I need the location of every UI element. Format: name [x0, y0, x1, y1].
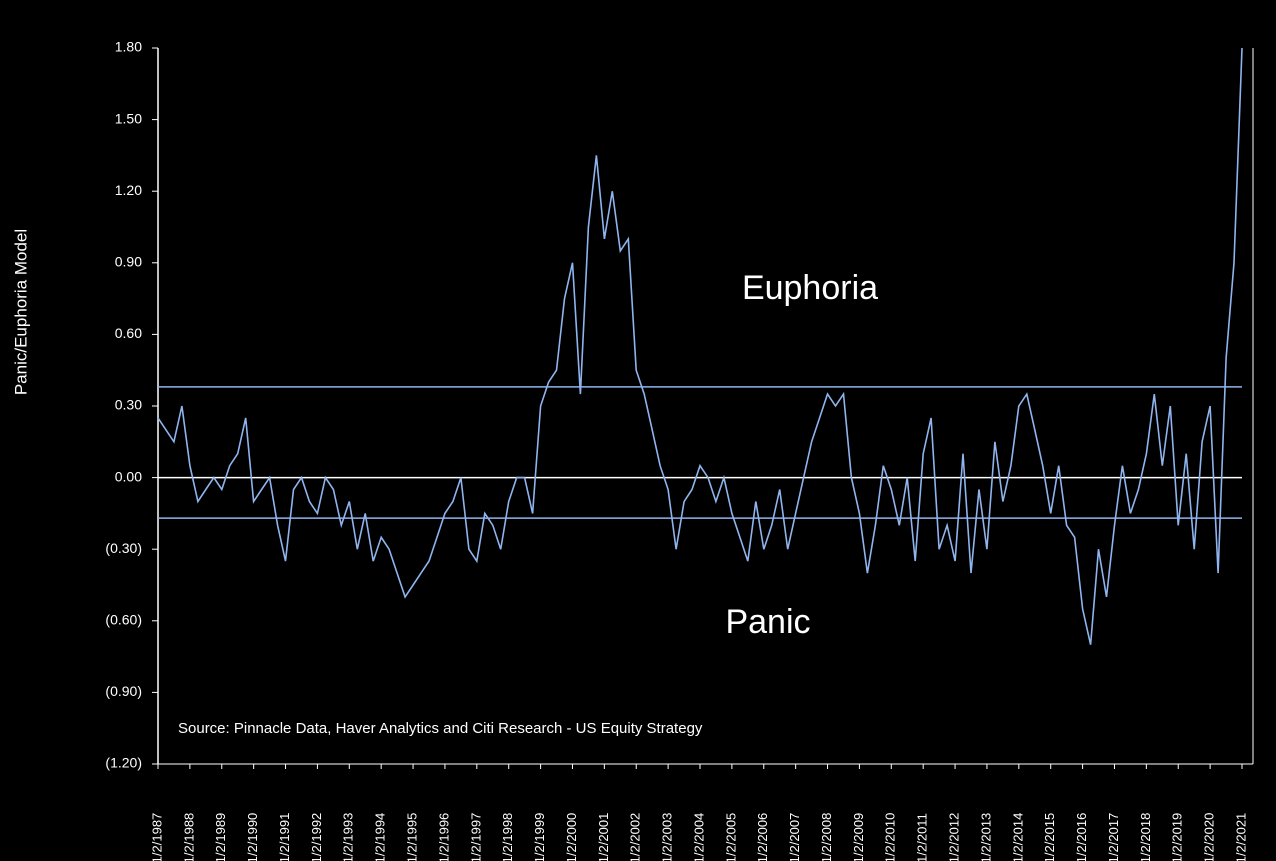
x-tick-label: 1/2/1996	[436, 813, 451, 861]
x-tick-label: 1/2/2013	[978, 813, 993, 861]
y-tick-label: 1.20	[115, 182, 142, 198]
x-tick-label: 1/2/2007	[787, 813, 802, 861]
x-tick-label: 1/2/2002	[628, 813, 643, 861]
x-tick-label: 1/2/1994	[373, 813, 388, 861]
y-tick-label: 1.50	[115, 110, 142, 126]
x-tick-label: 1/2/1993	[341, 813, 356, 861]
data-line	[157, 47, 1243, 645]
x-tick-label: 1/2/2004	[691, 813, 706, 861]
x-tick-label: 1/2/2018	[1138, 813, 1153, 861]
y-axis-label: Panic/Euphoria Model	[11, 229, 30, 395]
x-tick-label: 1/2/2006	[755, 813, 770, 861]
x-tick-label: 1/2/2010	[883, 813, 898, 861]
x-tick-label: 1/2/1989	[213, 813, 228, 861]
y-tick-label: 0.90	[115, 254, 142, 270]
x-tick-label: 1/2/2003	[660, 813, 675, 861]
y-tick-label: (0.30)	[105, 540, 142, 556]
annotation: Euphoria	[742, 269, 878, 307]
x-tick-label: 1/2/2000	[564, 813, 579, 861]
x-tick-label: 1/2/1988	[181, 813, 196, 861]
x-tick-label: 1/2/1987	[149, 813, 164, 861]
x-tick-label: 1/2/2015	[1042, 813, 1057, 861]
y-tick-label: (0.60)	[105, 612, 142, 628]
x-tick-label: 1/2/2005	[723, 813, 738, 861]
x-tick-label: 1/2/2016	[1074, 813, 1089, 861]
x-tick-label: 1/2/1995	[404, 813, 419, 861]
x-tick-label: 1/2/2012	[946, 813, 961, 861]
x-tick-label: 1/2/2001	[596, 813, 611, 861]
y-tick-label: 0.60	[115, 325, 142, 341]
x-tick-label: 1/2/1997	[468, 813, 483, 861]
x-tick-label: 1/2/1998	[500, 813, 515, 861]
y-tick-label: (1.20)	[105, 755, 142, 771]
y-tick-label: 0.00	[115, 468, 142, 484]
x-tick-label: 1/2/1992	[309, 813, 324, 861]
y-tick-label: (0.90)	[105, 683, 142, 699]
x-tick-label: 1/2/2014	[1010, 813, 1025, 861]
x-tick-label: 1/2/2011	[915, 813, 930, 861]
x-tick-label: 1/2/2019	[1170, 813, 1185, 861]
x-tick-label: 1/2/1999	[532, 813, 547, 861]
x-tick-label: 1/2/2017	[1106, 813, 1121, 861]
x-tick-label: 1/2/2008	[819, 813, 834, 861]
x-tick-label: 1/2/1991	[277, 813, 292, 861]
y-tick-label: 1.80	[115, 39, 142, 55]
y-tick-label: 0.30	[115, 397, 142, 413]
source-note: Source: Pinnacle Data, Haver Analytics a…	[178, 720, 703, 737]
x-tick-label: 1/2/2020	[1202, 813, 1217, 861]
x-tick-label: 1/2/2009	[851, 813, 866, 861]
x-tick-label: 1/2/1990	[245, 813, 260, 861]
annotation: Panic	[725, 603, 810, 641]
x-tick-label: 1/2/2021	[1233, 813, 1248, 861]
